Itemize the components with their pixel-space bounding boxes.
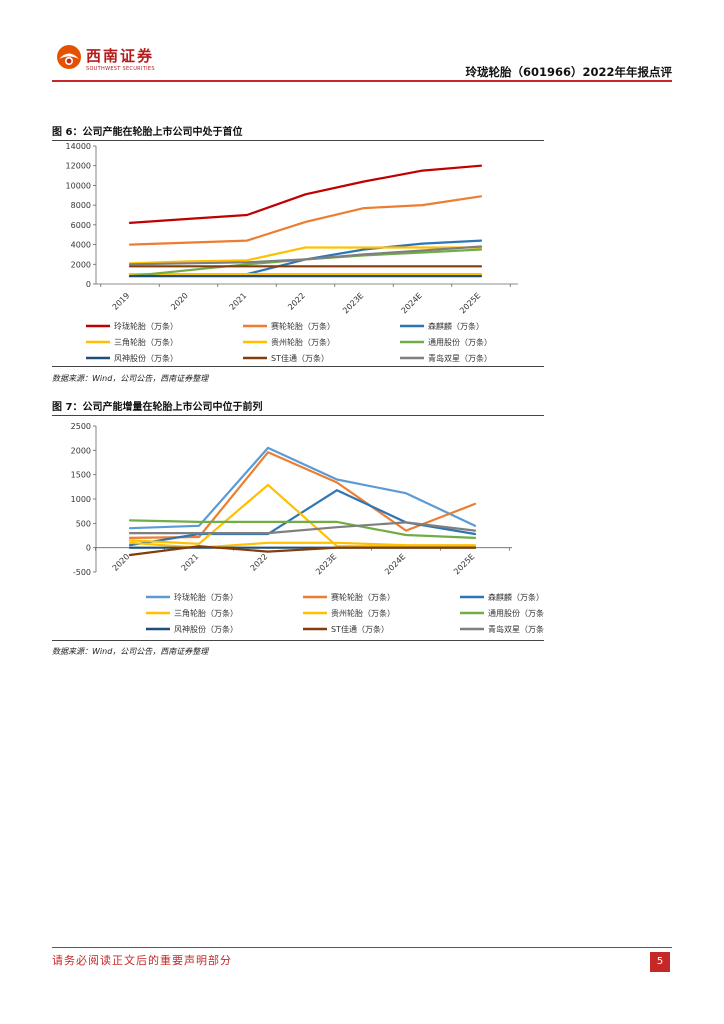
chart2-legend-label: 风神股份（万条） bbox=[174, 624, 238, 634]
chart1-x-tick-label: 2021 bbox=[228, 291, 249, 312]
chart1-y-tick-label: 4000 bbox=[71, 241, 91, 250]
chart1-y-tick-label: 2000 bbox=[71, 260, 91, 269]
chart2-y-tick-label: -500 bbox=[73, 568, 91, 577]
chart2-legend-label: 青岛双星（万条） bbox=[488, 624, 544, 634]
chart2-series-line-1 bbox=[128, 446, 477, 530]
chart1-y-tick-label: 0 bbox=[86, 280, 91, 289]
chart1-legend-label: 三角轮胎（万条） bbox=[114, 337, 178, 347]
chart1-x-tick-label: 2022 bbox=[286, 291, 307, 312]
header-rule bbox=[52, 80, 672, 82]
chart1-x-tick-label: 2019 bbox=[111, 291, 132, 312]
figure7-bottom-rule bbox=[52, 640, 544, 641]
chart2-legend-label: 玲珑轮胎（万条） bbox=[174, 592, 238, 602]
chart1-legend-label: 森麒麟（万条） bbox=[428, 321, 484, 331]
chart2-series-line-6 bbox=[128, 519, 477, 540]
chart1-x-tick-label: 2024E bbox=[400, 291, 424, 315]
chart2-x-tick-label: 2021 bbox=[180, 552, 201, 573]
chart1-legend-label: 赛轮轮胎（万条） bbox=[271, 321, 335, 331]
chart2-legend-label: 赛轮轮胎（万条） bbox=[331, 592, 395, 602]
page-number: 5 bbox=[650, 952, 670, 972]
footer-disclaimer: 请务必阅读正文后的重要声明部分 bbox=[52, 954, 232, 967]
chart1-series-line-9 bbox=[128, 245, 483, 266]
chart2-y-tick-label: 500 bbox=[76, 519, 91, 528]
chart2-legend-label: ST佳通（万条） bbox=[331, 624, 389, 634]
chart2-x-tick-label: 2020 bbox=[111, 552, 132, 573]
footer-rule bbox=[52, 947, 672, 948]
report-title: 玲珑轮胎（601966）2022年年报点评 bbox=[465, 65, 672, 79]
company-name-en: SOUTHWEST SECURITIES bbox=[86, 66, 155, 72]
chart2-y-tick-label: 2000 bbox=[71, 446, 91, 455]
figure7-source: 数据来源：Wind，公司公告，西南证券整理 bbox=[52, 647, 209, 656]
chart2-y-tick-label: 1500 bbox=[71, 471, 91, 480]
chart2-x-tick-label: 2025E bbox=[452, 552, 476, 576]
chart1-legend-label: 通用股份（万条） bbox=[428, 337, 492, 347]
chart2-series-line-3 bbox=[128, 489, 477, 547]
company-logo-icon bbox=[57, 45, 81, 69]
chart2-series-line-8 bbox=[128, 545, 477, 557]
company-name: 西南证券 bbox=[86, 47, 155, 65]
chart1-legend-label: 风神股份（万条） bbox=[114, 353, 178, 363]
chart2-legend-label: 贵州轮胎（万条） bbox=[331, 608, 395, 618]
figure6-top-rule bbox=[52, 140, 544, 141]
figure7-title: 图 7：公司产能增量在轮胎上市公司中位于前列 bbox=[52, 402, 263, 413]
chart1-y-tick-label: 14000 bbox=[66, 142, 91, 151]
figure7-chart: -500 0 500 1000 1500 2000 2500 2020 2021 2022 2023… bbox=[71, 422, 544, 634]
chart2-legend-label: 森麒麟（万条） bbox=[488, 592, 544, 602]
figure6-title: 图 6：公司产能在轮胎上市公司中处于首位 bbox=[52, 127, 243, 138]
chart1-y-tick-label: 8000 bbox=[71, 201, 91, 210]
chart2-x-tick-label: 2023E bbox=[314, 552, 338, 576]
figure6-chart: 0 2000 4000 6000 8000 10000 12000 14000 2019 2020… bbox=[66, 142, 518, 363]
chart2-y-tick-label: 1000 bbox=[71, 495, 91, 504]
figure7-top-rule bbox=[52, 415, 544, 416]
chart1-legend-label: 青岛双星（万条） bbox=[428, 353, 492, 363]
chart2-x-tick-label: 2022 bbox=[249, 552, 270, 573]
chart1-y-tick-label: 6000 bbox=[71, 221, 91, 230]
chart2-legend-label: 通用股份（万条） bbox=[488, 608, 544, 618]
figure6-bottom-rule bbox=[52, 366, 544, 367]
figure6-source: 数据来源：Wind，公司公告，西南证券整理 bbox=[52, 374, 209, 383]
chart1-y-tick-label: 10000 bbox=[66, 181, 91, 190]
chart1-legend-label: 玲珑轮胎（万条） bbox=[114, 321, 178, 331]
chart1-series-line-1 bbox=[128, 164, 483, 225]
chart1-x-tick-label: 2020 bbox=[169, 291, 190, 312]
chart2-legend-label: 三角轮胎（万条） bbox=[174, 608, 238, 618]
chart2-y-tick-label: 2500 bbox=[71, 422, 91, 431]
chart1-legend-label: ST佳通（万条） bbox=[271, 353, 329, 363]
chart1-y-tick-label: 12000 bbox=[66, 162, 91, 171]
chart1-x-tick-label: 2025E bbox=[458, 291, 482, 315]
chart2-series-line-9 bbox=[128, 521, 477, 535]
chart1-legend-label: 贵州轮胎（万条） bbox=[271, 337, 335, 347]
chart2-x-tick-label: 2024E bbox=[383, 552, 407, 576]
chart1-series-line-2 bbox=[128, 195, 483, 246]
chart2-y-tick-label: 0 bbox=[86, 544, 91, 553]
chart2-series-line-2 bbox=[128, 451, 477, 540]
chart1-x-tick-label: 2023E bbox=[341, 291, 365, 315]
chart1-series-line-4 bbox=[128, 246, 483, 265]
